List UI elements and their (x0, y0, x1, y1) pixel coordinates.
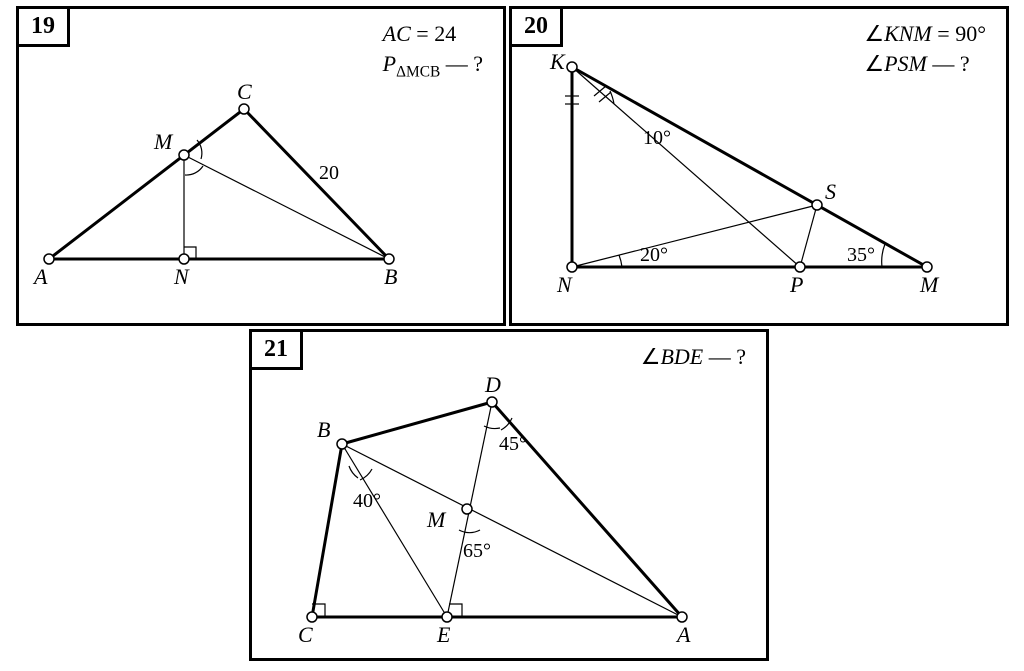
label-b: B (317, 417, 330, 442)
label-c: C (237, 79, 252, 104)
segment-ba (342, 444, 682, 617)
label-m: M (919, 272, 940, 297)
figure-20: 10° 20° 35° K N M S P (512, 9, 1012, 329)
segment-kp (572, 67, 800, 267)
edge-cb-label: 20 (319, 162, 339, 184)
label-c: C (298, 622, 313, 647)
angle-m-label: 35° (847, 244, 875, 266)
angle-m-label: 65° (463, 540, 491, 562)
arc-b-2 (360, 469, 372, 480)
problem-19-box: 19 AC = 24 PΔMCB — ? A (16, 6, 506, 326)
point-c (239, 104, 249, 114)
triangle-knm (572, 67, 927, 267)
point-c (307, 612, 317, 622)
point-a (44, 254, 54, 264)
label-n: N (173, 264, 190, 289)
angle-arc-m-2 (185, 166, 203, 175)
point-e (442, 612, 452, 622)
point-n (567, 262, 577, 272)
arc-n (619, 255, 622, 267)
point-b (384, 254, 394, 264)
label-k: K (549, 49, 566, 74)
point-b (337, 439, 347, 449)
figure-21: 40° 45° 65° C A E D B M (252, 332, 772, 664)
label-d: D (484, 372, 501, 397)
label-n: N (556, 272, 573, 297)
label-m: M (153, 129, 174, 154)
label-m: M (426, 507, 447, 532)
point-a (677, 612, 687, 622)
segment-ns (572, 205, 817, 267)
label-b: B (384, 264, 397, 289)
angle-k-label: 10° (643, 127, 671, 149)
angle-b-label: 40° (353, 490, 381, 512)
label-a: A (675, 622, 691, 647)
point-k (567, 62, 577, 72)
point-n (179, 254, 189, 264)
point-m (179, 150, 189, 160)
arc-m (459, 530, 480, 533)
segment-sp (800, 205, 817, 267)
point-d (487, 397, 497, 407)
arc-m (882, 244, 885, 267)
figure-19: A B C M N 20 (19, 9, 509, 329)
tick-kp-2 (599, 92, 611, 102)
point-m (462, 504, 472, 514)
angle-d-label: 45° (499, 433, 527, 455)
point-p (795, 262, 805, 272)
label-s: S (825, 179, 836, 204)
point-s (812, 200, 822, 210)
point-m (922, 262, 932, 272)
label-p: P (789, 272, 803, 297)
segment-mb (184, 155, 389, 259)
problem-20-box: 20 ∠KNM = 90° ∠PSM — ? 10° 20° 35° (509, 6, 1009, 326)
label-e: E (436, 622, 451, 647)
triangle-abc (49, 109, 389, 259)
problem-21-box: 21 ∠BDE — ? 40° 45° 65° C (249, 329, 769, 661)
angle-n-label: 20° (640, 244, 668, 266)
label-a: A (32, 264, 48, 289)
